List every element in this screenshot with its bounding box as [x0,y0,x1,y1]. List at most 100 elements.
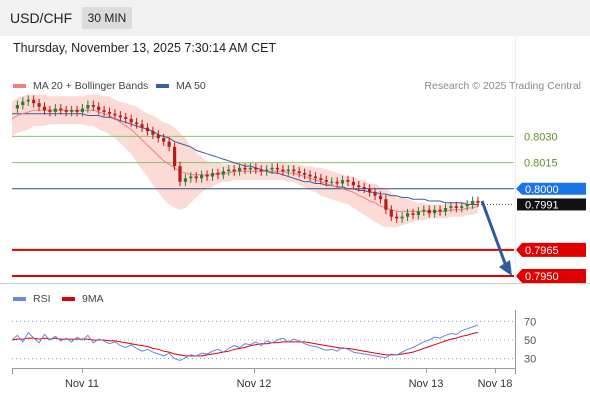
rsi-tick-label: 70 [524,316,536,328]
candle-body [205,174,209,177]
forecast-arrow [480,200,508,267]
candle-body [200,174,204,179]
candle-body [286,169,290,172]
candle-body [254,167,258,170]
rsi-tick-label: 30 [524,354,536,366]
candle-body [460,206,464,208]
candle-body [243,167,247,170]
x-tick-label: Nov 12 [237,378,272,390]
rsi-line [11,324,479,362]
candle-body [259,169,263,172]
candle-body [124,117,128,119]
candle-body [308,174,312,177]
pivot-label: 0.8000 [525,184,559,196]
candle-body [362,187,366,189]
candle-body [48,110,52,112]
x-tick-label: Nov 13 [409,378,444,390]
ma20-line [11,109,479,212]
candle-body [319,178,323,180]
candle-body [400,216,404,219]
legend-rsi-ma: 9MA [62,293,104,305]
resistance-label: 0.8015 [524,158,558,170]
candle-body [443,208,448,212]
candle-body [167,141,171,147]
candle-body [102,110,106,112]
candle-body [151,131,155,135]
candle-body [324,180,328,182]
candle-body [303,173,307,175]
legend-ma20-label: MA 20 + Bollinger Bands [33,80,149,92]
candle-body [275,167,280,170]
candle-body [465,204,469,207]
candle-body [433,209,437,214]
candle-body [227,169,231,172]
candle-body [292,169,296,172]
candle-body [145,127,150,132]
candle-body [216,173,220,175]
candle-body [80,108,84,112]
candle-body [178,166,182,182]
candle-body [183,178,187,182]
candle-body [335,181,339,184]
candle-body [59,108,63,111]
x-tick-label: Nov 18 [478,378,513,390]
candle-body [238,167,242,172]
candle-body [357,185,361,187]
credit-text: Research © 2025 Trading Central [424,80,581,92]
candle-body [330,181,334,183]
candle-body [37,103,41,107]
support-label: 0.7965 [525,245,559,257]
candle-body [449,206,453,208]
candle-body [53,108,57,112]
candle-body [156,134,160,139]
candle-body [416,211,420,215]
candle-body [422,209,426,212]
candle-body [140,124,144,128]
candle-body [70,110,74,112]
rsi-tick-label: 50 [524,335,536,347]
candle-body [42,106,47,111]
candle-body [26,99,30,102]
candle-body [411,213,415,215]
last-price-box [517,198,586,211]
candle-body [454,206,458,208]
candle-body [373,192,377,196]
candle-body [340,180,345,184]
candle-body [232,169,236,172]
candle-body [162,138,166,142]
timeframe-button[interactable]: 30 MIN [82,7,132,29]
timestamp: Thursday, November 13, 2025 7:30:14 AM C… [13,41,277,55]
legend-ma50-label: MA 50 [176,80,206,92]
candle-body [221,171,225,175]
candle-body [427,209,431,214]
candle-body [476,201,480,203]
candle-body [91,105,95,107]
support-label-box [516,242,586,257]
candle-body [210,173,215,177]
legend-ma20: MA 20 + Bollinger Bands [13,80,148,92]
support-label: 0.7950 [525,271,559,283]
candle-body [395,216,399,219]
rsi-ma-line [11,332,479,357]
candle-body [389,209,393,217]
rsi-swatch [13,297,26,301]
candle-body [189,176,193,179]
candle-body [32,99,36,104]
candle-body [471,201,475,205]
x-tick-label: Nov 11 [65,378,99,390]
candle-body [281,169,285,172]
candle-body [384,199,388,210]
legend-rsi: RSI [13,293,51,305]
legend-rsi-ma-label: 9MA [82,293,104,305]
ma20-swatch [13,84,26,88]
candle-body [113,113,117,116]
candle-body [351,181,355,186]
candle-body [64,110,68,112]
candle-body [135,122,139,125]
ma50-swatch [156,84,169,88]
candle-body [368,188,372,193]
candle-body [173,146,177,167]
candle-body [270,167,274,170]
candle-body [194,176,198,179]
